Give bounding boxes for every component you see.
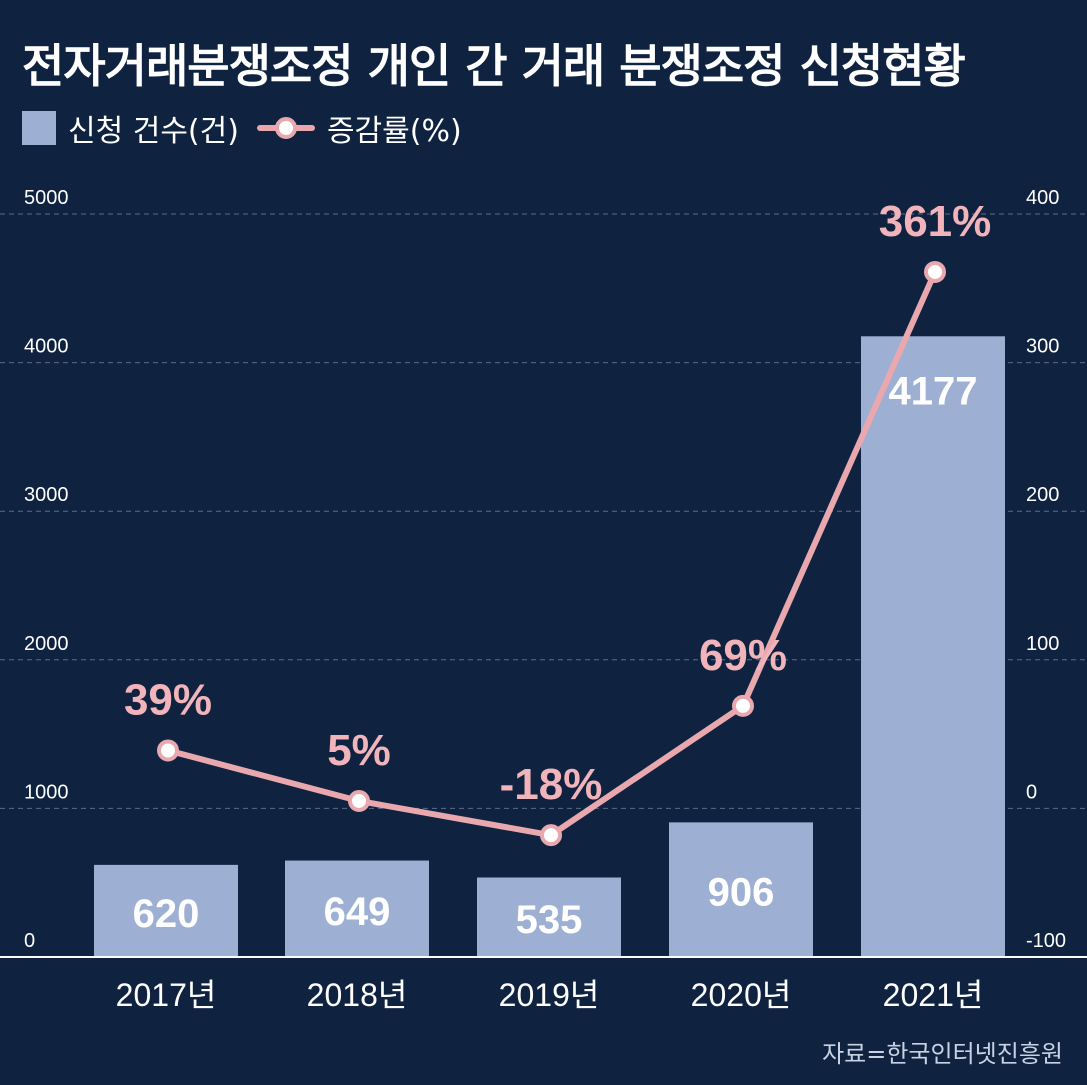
bar <box>285 860 429 957</box>
chart-title: 전자거래분쟁조정 개인 간 거래 분쟁조정 신청현황 <box>22 39 966 93</box>
y-right-tick-label: 100 <box>1026 633 1059 655</box>
legend-bars-label: 신청 건수(건) <box>68 114 239 149</box>
legend: 신청 건수(건) 증감률(%) <box>22 106 462 150</box>
y-left-tick-label: 0 <box>24 930 35 952</box>
rate-value-label: 69% <box>699 631 787 680</box>
x-tick-label: 2019년 <box>499 977 600 1013</box>
y-left-tick-label: 4000 <box>24 336 69 358</box>
bar-value-label: 4177 <box>889 369 978 413</box>
y-right-tick-label: 200 <box>1026 484 1059 506</box>
rate-value-label: 5% <box>327 726 391 775</box>
y-right-tick-label: -100 <box>1026 930 1066 952</box>
rate-value-label: 39% <box>124 675 212 724</box>
legend-line-label: 증감률(%) <box>326 114 462 149</box>
legend-item-line: 증감률(%) <box>256 106 462 150</box>
legend-item-bars: 신청 건수(건) <box>22 106 239 150</box>
rate-line <box>167 270 938 839</box>
x-tick-label: 2021년 <box>883 977 984 1013</box>
rate-value-label: -18% <box>500 760 603 809</box>
rate-value-label: 361% <box>879 197 992 246</box>
bar-value-label: 535 <box>516 898 583 942</box>
bar-value-label: 620 <box>133 892 200 936</box>
bar <box>477 877 621 957</box>
x-tick-label: 2018년 <box>307 977 408 1013</box>
y-left-tick-label: 1000 <box>24 781 69 803</box>
y-left-tick-label: 2000 <box>24 633 69 655</box>
rate-point <box>348 789 370 812</box>
bar <box>94 864 238 957</box>
bar <box>669 822 813 957</box>
y-left-tick-label: 3000 <box>24 484 69 506</box>
x-tick-label: 2017년 <box>116 977 217 1013</box>
y-left-tick-label: 5000 <box>24 187 69 209</box>
rate-point <box>924 260 946 283</box>
y-right-tick-label: 400 <box>1026 187 1059 209</box>
y-right-tick-label: 300 <box>1026 336 1059 358</box>
rate-point <box>157 739 179 762</box>
bar <box>861 336 1005 957</box>
bar-value-label: 649 <box>324 890 391 934</box>
source-note: 자료=한국인터넷진흥원 <box>822 1040 1063 1068</box>
rate-point <box>540 824 562 847</box>
rate-point <box>732 694 754 717</box>
x-tick-label: 2020년 <box>691 977 792 1013</box>
legend-bar-swatch <box>22 111 56 145</box>
legend-line-marker <box>256 111 315 145</box>
bar-value-label: 906 <box>708 871 775 915</box>
y-right-tick-label: 0 <box>1026 781 1037 803</box>
